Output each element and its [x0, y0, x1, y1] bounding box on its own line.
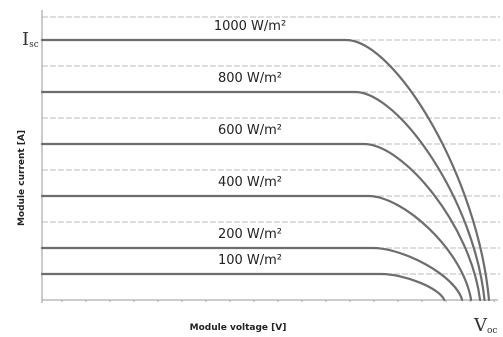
voc-main: V	[473, 315, 488, 336]
voc-sub: oc	[487, 326, 497, 336]
voc-marker: Voc	[473, 315, 497, 336]
series-curve-3	[40, 142, 482, 302]
series-label-5: 200 W/m²	[218, 227, 282, 242]
label-layer: 1000 W/m² 800 W/m² 600 W/m² 400 W/m² 200 W/m…	[214, 19, 286, 268]
series-curve-4	[40, 194, 473, 302]
isc-sub: sc	[29, 40, 39, 50]
series-curve-5	[40, 246, 464, 302]
series-label-4: 400 W/m²	[218, 175, 282, 190]
x-axis-label: Module voltage [V]	[190, 323, 287, 333]
series-label-3: 600 W/m²	[218, 123, 282, 138]
series-curve-6	[40, 272, 446, 302]
curve-layer	[40, 38, 491, 302]
isc-marker: Isc	[22, 29, 39, 50]
series-curve-1	[40, 38, 491, 302]
axis-layer	[41, 10, 498, 303]
series-curve-2	[40, 90, 486, 302]
isc-main: I	[22, 29, 29, 50]
series-label-2: 800 W/m²	[218, 71, 282, 86]
y-axis-label: Module current [A]	[17, 130, 27, 226]
series-label-1: 1000 W/m²	[214, 19, 286, 34]
series-label-6: 100 W/m²	[218, 253, 282, 268]
